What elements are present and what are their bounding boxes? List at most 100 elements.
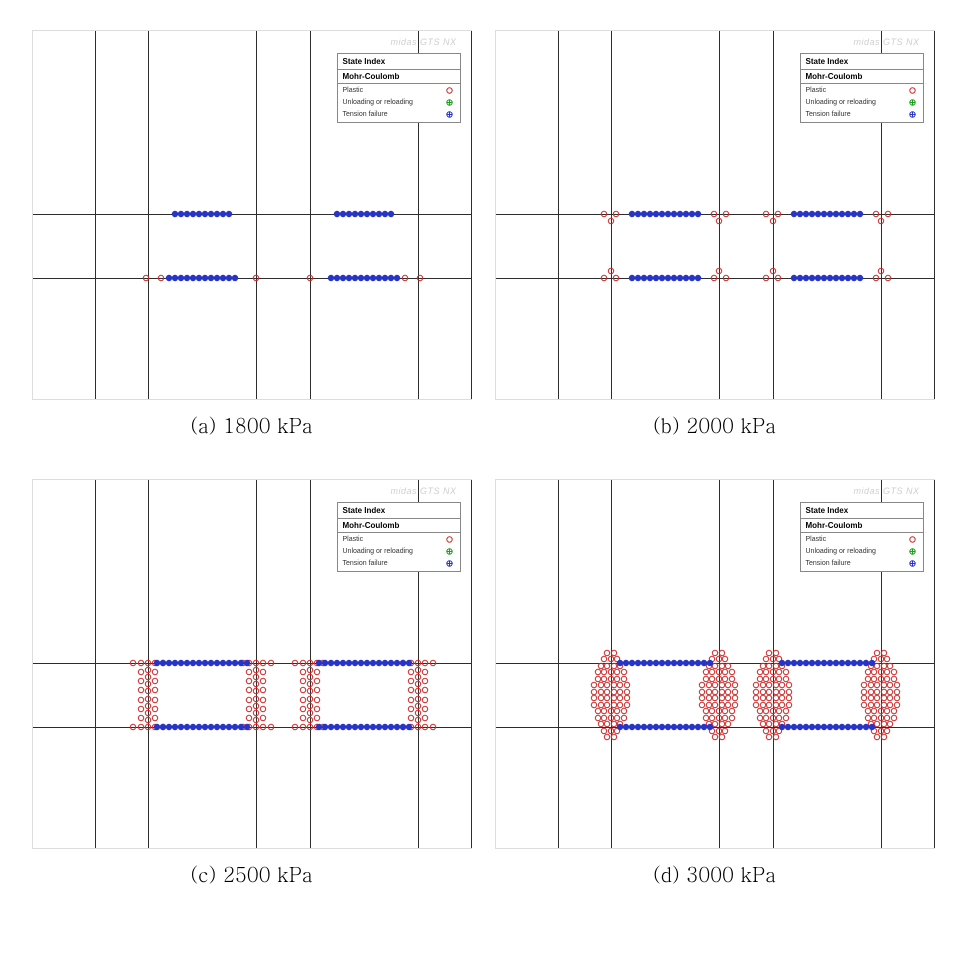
tension-marker	[231, 275, 238, 282]
plastic-marker	[151, 714, 158, 721]
plastic-marker	[252, 681, 259, 688]
plastic-marker	[600, 275, 607, 282]
plastic-marker	[151, 696, 158, 703]
tension-marker	[868, 660, 875, 667]
plastic-marker	[769, 268, 776, 275]
legend-item-label: Unloading or reloading	[806, 548, 876, 555]
plastic-marker	[245, 714, 252, 721]
plastic-marker	[137, 724, 144, 731]
legend-item-plastic: Plastic	[338, 84, 460, 96]
panel-caption-b: (b) 2000 kPa	[653, 400, 776, 469]
tension-marker	[856, 275, 863, 282]
plastic-marker	[306, 709, 313, 716]
legend-title: State Index	[801, 503, 923, 519]
plastic-marker	[144, 681, 151, 688]
plastic-marker	[291, 724, 298, 731]
legend-swatch-unloading	[445, 546, 455, 556]
plastic-marker	[607, 218, 614, 225]
legend-item-unloading: Unloading or reloading	[801, 96, 923, 108]
plastic-marker	[259, 678, 266, 685]
plastic-marker	[306, 681, 313, 688]
legend-item-label: Unloading or reloading	[343, 99, 413, 106]
legend-swatch-tension	[445, 109, 455, 119]
plastic-marker	[884, 211, 891, 218]
legend-item-label: Plastic	[806, 536, 827, 543]
plastic-marker	[313, 687, 320, 694]
plastic-marker	[421, 687, 428, 694]
gridline-vertical	[471, 31, 472, 399]
plastic-marker	[722, 275, 729, 282]
plastic-marker	[306, 660, 313, 667]
legend-title: State Index	[338, 54, 460, 70]
plastic-marker	[306, 688, 313, 695]
legend: State Index Mohr-Coulomb Plastic Unloadi…	[337, 502, 461, 572]
plastic-marker	[414, 716, 421, 723]
legend-item-label: Unloading or reloading	[343, 548, 413, 555]
plastic-marker	[715, 218, 722, 225]
plastic-marker	[414, 724, 421, 731]
plastic-marker	[762, 211, 769, 218]
plastic-marker	[306, 724, 313, 731]
plastic-marker	[872, 275, 879, 282]
tension-marker	[694, 275, 701, 282]
panel-b: midas GTS NX State Index Mohr-Coulomb Pl…	[495, 30, 935, 400]
plastic-marker	[144, 674, 151, 681]
legend-item-label: Tension failure	[806, 560, 851, 567]
legend-swatch-plastic	[445, 534, 455, 544]
plastic-marker	[421, 705, 428, 712]
plastic-marker	[607, 268, 614, 275]
plastic-marker	[137, 714, 144, 721]
plastic-marker	[259, 687, 266, 694]
plastic-marker	[414, 674, 421, 681]
legend-title: State Index	[801, 54, 923, 70]
plastic-marker	[259, 705, 266, 712]
plastic-marker	[610, 734, 617, 741]
plastic-marker	[157, 275, 164, 282]
plastic-marker	[299, 705, 306, 712]
plastic-marker	[306, 674, 313, 681]
plastic-marker	[137, 660, 144, 667]
plastic-marker	[414, 681, 421, 688]
plastic-marker	[884, 275, 891, 282]
plastic-marker	[414, 688, 421, 695]
plastic-marker	[137, 705, 144, 712]
tension-marker	[694, 211, 701, 218]
plastic-marker	[252, 709, 259, 716]
plastic-marker	[137, 696, 144, 703]
plastic-marker	[252, 674, 259, 681]
plastic-marker	[722, 211, 729, 218]
legend-item-label: Unloading or reloading	[806, 99, 876, 106]
legend-item-plastic: Plastic	[801, 84, 923, 96]
plastic-marker	[774, 211, 781, 218]
plastic-marker	[137, 687, 144, 694]
plastic-marker	[144, 709, 151, 716]
plastic-marker	[245, 696, 252, 703]
plastic-marker	[407, 687, 414, 694]
legend-swatch-tension	[445, 558, 455, 568]
plastic-marker	[414, 695, 421, 702]
plastic-marker	[718, 734, 725, 741]
plastic-marker	[252, 660, 259, 667]
legend: State Index Mohr-Coulomb Plastic Unloadi…	[337, 53, 461, 123]
plastic-marker	[313, 714, 320, 721]
plastic-marker	[259, 669, 266, 676]
plastic-marker	[612, 211, 619, 218]
tension-marker	[387, 211, 394, 218]
panel-caption-d: (d) 3000 kPa	[653, 849, 776, 918]
plastic-marker	[306, 667, 313, 674]
plastic-marker	[144, 667, 151, 674]
legend-item-plastic: Plastic	[801, 533, 923, 545]
plastic-marker	[299, 678, 306, 685]
legend: State Index Mohr-Coulomb Plastic Unloadi…	[800, 502, 924, 572]
plastic-marker	[144, 688, 151, 695]
plastic-marker	[299, 724, 306, 731]
plastic-marker	[306, 716, 313, 723]
plastic-marker	[769, 218, 776, 225]
legend-item-label: Tension failure	[806, 111, 851, 118]
panel-caption-c: (c) 2500 kPa	[190, 849, 312, 918]
plastic-marker	[401, 275, 408, 282]
plastic-marker	[407, 705, 414, 712]
plastic-marker	[299, 687, 306, 694]
plastic-marker	[421, 660, 428, 667]
legend-swatch-unloading	[908, 546, 918, 556]
